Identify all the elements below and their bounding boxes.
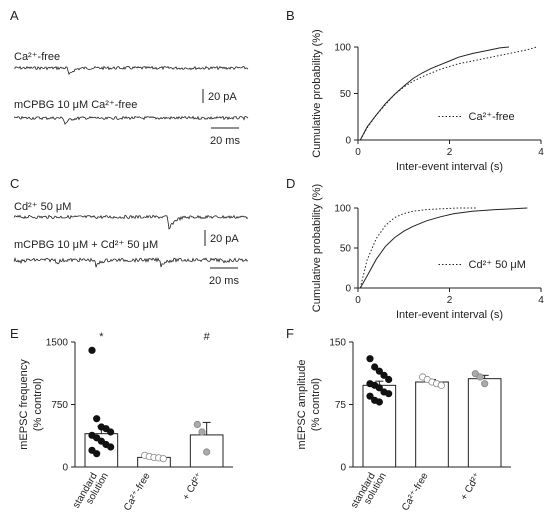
scale-label-ms-c: 20 ms [209,275,239,287]
data-point [385,375,393,384]
data-point [366,392,374,400]
data-point [481,380,489,388]
data-point [107,428,115,436]
data-point [437,381,445,389]
y-axis-label: (% control) [310,378,322,431]
trace-cd [13,214,249,230]
y-tick-label: 100 [334,204,351,215]
data-point [375,367,383,375]
trace-mcpbg-ca-free [13,115,249,125]
category-label: + Cd²⁺ [459,471,484,502]
data-point [375,398,383,406]
trace-ca-free [13,65,249,76]
data-point [476,373,484,381]
bar [415,381,449,468]
x-tick-label: 4 [538,295,544,306]
data-point [203,448,211,456]
y-tick-label: 0 [345,136,351,147]
x-axis-label: Inter-event interval (s) [396,161,503,173]
data-point [88,346,96,354]
panel-letter-e: E [10,326,19,341]
y-tick-label: 0 [345,284,351,295]
y-tick-label: 50 [340,89,352,100]
y-tick-label: 1500 [46,338,69,349]
data-point [371,363,379,371]
panel-letter-b: B [286,8,295,23]
y-tick-label: 0 [340,463,346,474]
panel-letter-d: D [286,176,295,191]
data-point [93,450,101,458]
series-line-solid [359,46,510,141]
significance-marker: * [99,331,104,343]
data-point [107,443,115,451]
bar [467,378,502,468]
y-tick-label: 750 [51,400,68,411]
scale-label-ms-a: 20 ms [210,135,240,147]
panel-letter-c: C [10,176,19,191]
trace-label-mcpbg-ca-free: mCPBG 10 μM Ca²⁺-free [14,99,137,111]
scale-label-pa-c: 20 pA [210,233,239,245]
x-tick-label: 0 [355,295,361,306]
y-tick-label: 50 [340,244,352,255]
data-point [366,355,374,363]
y-tick-label: 150 [329,338,346,349]
significance-marker: # [204,331,211,343]
y-axis-label: mEPSC amplitude [296,360,308,450]
series-line-dotted [359,207,477,289]
panel-letter-f: F [286,326,294,341]
x-axis-label: Inter-event interval (s) [396,309,503,321]
chart-d: 0 50 100 0 2 4 Inter-event interval (s) Cumulat… [311,184,544,321]
category-label: Ca²⁺-free [400,471,431,513]
x-tick-label: 2 [447,295,453,306]
y-tick-label: 0 [62,463,68,474]
trace-label-mcpbg-cd: mCPBG 10 μM + Cd²⁺ 50 μM [14,239,158,251]
trace-mcpbg-cd [13,257,249,268]
x-tick-label: 2 [447,147,453,158]
y-tick-label: 75 [335,400,347,411]
chart-b: 0 50 100 0 2 4 Inter-event interval (s) Cumulat… [311,29,544,173]
data-point [375,384,383,392]
y-tick-label: 100 [334,43,351,54]
y-axis-label: Cumulative probability (%) [311,184,323,312]
data-point [198,428,206,436]
category-label: Ca²⁺-free [122,471,153,513]
scale-label-pa-a: 20 pA [208,91,237,103]
x-tick-label: 0 [355,147,361,158]
data-point [93,415,101,423]
series-line-solid [359,207,528,289]
data-point [159,455,167,463]
x-tick-label: 4 [538,147,544,158]
data-point [385,390,393,398]
category-label: + Cd²⁺ [181,471,206,502]
y-axis-label: mEPSC frequency [18,359,30,450]
y-axis-label: (% control) [32,378,44,431]
trace-label-cd: Cd²⁺ 50 μM [14,201,71,213]
panel-letter-a: A [10,8,19,23]
data-point [380,371,388,379]
legend-label: Ca²⁺-free [469,111,515,123]
legend-label: Cd²⁺ 50 μM [469,259,526,271]
trace-label-ca-free: Ca²⁺-free [14,51,60,63]
y-axis-label: Cumulative probability (%) [311,29,323,157]
data-point [193,420,201,429]
